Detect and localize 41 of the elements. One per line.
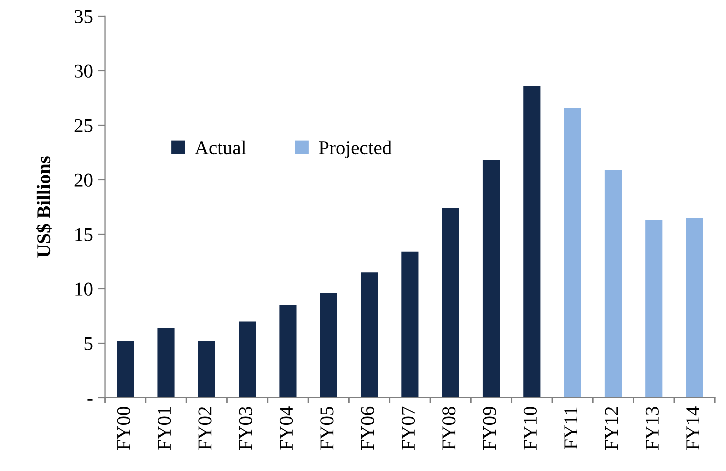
bar xyxy=(198,341,216,398)
bar xyxy=(564,108,582,398)
bar xyxy=(158,328,175,398)
bar xyxy=(402,252,419,398)
x-tick-label: FY13 xyxy=(646,407,659,450)
bar xyxy=(482,160,500,398)
x-tick-label: FY14 xyxy=(686,406,700,450)
x-tick-label: FY10 xyxy=(524,407,538,450)
bar xyxy=(604,170,622,398)
x-tick-label: FY00 xyxy=(117,407,130,450)
bar xyxy=(646,220,663,398)
bar xyxy=(239,322,256,398)
bar xyxy=(524,86,541,398)
legend-label: Projected xyxy=(319,140,392,159)
y-tick-label: 30 xyxy=(74,64,93,78)
y-tick-label: 35 xyxy=(74,10,93,24)
y-tick-label: 15 xyxy=(76,228,93,242)
x-tick-label: FY05 xyxy=(320,407,334,450)
bar xyxy=(360,272,378,398)
x-tick-label: FY09 xyxy=(483,407,496,450)
y-axis-title: US$ Billions xyxy=(36,156,52,258)
bar xyxy=(320,293,338,398)
x-tick-label: FY02 xyxy=(198,407,212,450)
x-tick-label: FY04 xyxy=(280,406,294,450)
x-tick-label: FY08 xyxy=(442,407,456,450)
bar xyxy=(280,305,297,398)
bar xyxy=(686,218,704,398)
x-tick-label: FY01 xyxy=(158,407,172,450)
legend-label: Actual xyxy=(195,140,246,155)
x-tick-label: FY11 xyxy=(564,407,578,450)
x-tick-label: FY12 xyxy=(605,407,618,450)
x-tick-label: FY03 xyxy=(239,407,252,450)
y-tick-label: 20 xyxy=(74,174,93,187)
y-tick-label: 10 xyxy=(76,282,93,296)
bar xyxy=(442,208,460,398)
bar xyxy=(117,341,134,398)
x-tick-label: FY06 xyxy=(361,406,374,450)
y-tick-label: - xyxy=(88,399,93,401)
y-tick-label: 25 xyxy=(74,119,93,132)
x-tick-label: FY07 xyxy=(402,406,416,450)
y-tick-label: 5 xyxy=(84,338,93,350)
